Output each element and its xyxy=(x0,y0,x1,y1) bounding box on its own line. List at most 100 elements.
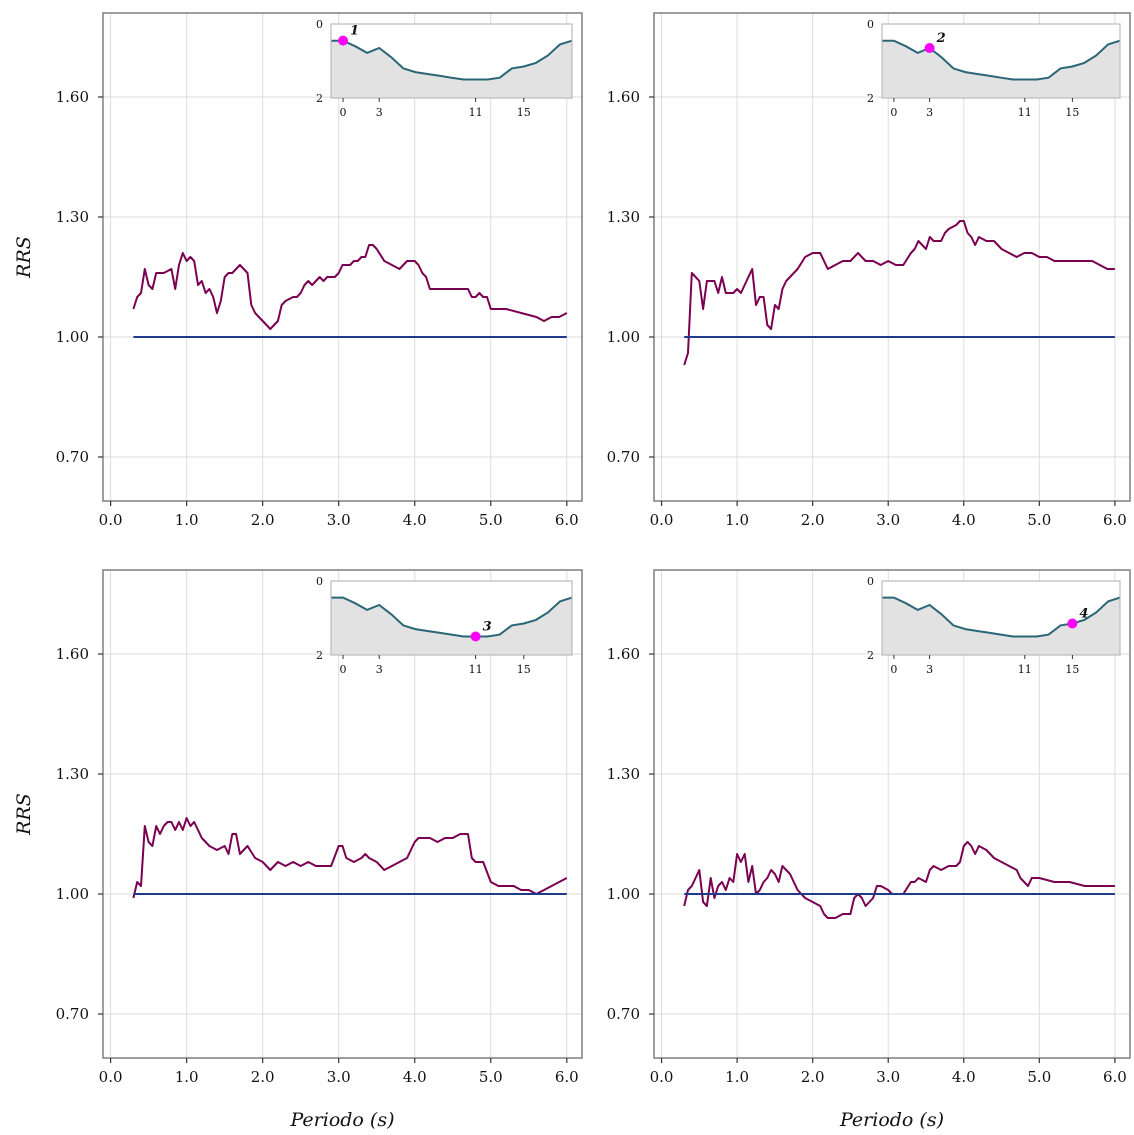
inset-profile: 0 3 11 15 0 2 1 xyxy=(316,18,573,119)
x-tick-label-5: 5.0 xyxy=(1027,1068,1051,1086)
station-marker-label: 2 xyxy=(936,31,946,46)
plot-frame xyxy=(653,12,1131,502)
inset-y-tick-label-1: 2 xyxy=(867,92,874,105)
inset-x-tick-label-1: 3 xyxy=(926,663,933,676)
inset-frame xyxy=(881,580,1121,656)
inset-profile-line xyxy=(331,39,573,81)
y-axis-label: RRS xyxy=(13,793,35,836)
inset-y-tick-label-0: 0 xyxy=(867,575,874,588)
inset-x-tick-label-0: 0 xyxy=(340,106,347,119)
inset-profile: 0 3 11 15 0 2 4 xyxy=(867,575,1121,676)
x-axis-label: Periodo (s) xyxy=(839,1109,944,1131)
inset-x-tick-label-0: 0 xyxy=(890,663,897,676)
station-marker xyxy=(338,35,349,46)
inset-x-tick-label-3: 15 xyxy=(1065,106,1079,119)
y-tick-label-2: 1.30 xyxy=(607,208,640,226)
inset-x-tick-label-1: 3 xyxy=(926,106,933,119)
station-marker xyxy=(924,43,935,54)
x-tick-label-0: 0.0 xyxy=(99,511,123,529)
station-marker-label: 3 xyxy=(483,620,492,635)
x-tick-label-4: 4.0 xyxy=(403,1068,427,1086)
inset-profile-line xyxy=(882,596,1121,638)
y-tick-label-2: 1.30 xyxy=(607,765,640,783)
x-tick-label-0: 0.0 xyxy=(650,511,674,529)
y-tick-label-0: 0.70 xyxy=(56,448,89,466)
plot-frame xyxy=(102,569,583,1059)
chart-panel-3: 0.0 1.0 2.0 3.0 4.0 5.0 6.0 0.70 1.00 1.30 1.60 RRS… xyxy=(13,569,583,1131)
x-tick-label-0: 0.0 xyxy=(650,1068,674,1086)
x-tick-label-5: 5.0 xyxy=(479,511,503,529)
x-tick-label-1: 1.0 xyxy=(725,511,749,529)
inset-profile: 0 3 11 15 0 2 2 xyxy=(867,18,1121,119)
inset-fill-area xyxy=(882,40,1120,98)
inset-y-tick-label-1: 2 xyxy=(867,649,874,662)
x-tick-label-4: 4.0 xyxy=(952,511,976,529)
plot-frame xyxy=(653,569,1131,1059)
station-marker-label: 4 xyxy=(1079,607,1088,622)
x-tick-label-2: 2.0 xyxy=(251,511,275,529)
x-tick-label-2: 2.0 xyxy=(801,1068,825,1086)
inset-x-tick-label-0: 0 xyxy=(890,106,897,119)
station-marker-label: 1 xyxy=(350,24,359,39)
y-tick-label-2: 1.30 xyxy=(56,208,89,226)
x-tick-label-6: 6.0 xyxy=(555,511,579,529)
chart-panel-2: 0.0 1.0 2.0 3.0 4.0 5.0 6.0 0.70 1.00 1.30 1.60 0 3 1… xyxy=(607,12,1131,529)
x-tick-label-0: 0.0 xyxy=(99,1068,123,1086)
x-tick-label-1: 1.0 xyxy=(175,1068,199,1086)
x-tick-label-6: 6.0 xyxy=(1103,1068,1127,1086)
inset-x-tick-label-2: 11 xyxy=(469,106,483,119)
x-tick-label-2: 2.0 xyxy=(801,511,825,529)
x-tick-label-3: 3.0 xyxy=(876,511,900,529)
inset-profile: 0 3 11 15 0 2 3 xyxy=(316,575,573,676)
inset-fill-area xyxy=(331,597,572,655)
inset-y-tick-label-0: 0 xyxy=(316,575,323,588)
inset-y-tick-label-0: 0 xyxy=(867,18,874,31)
inset-fill-area xyxy=(882,597,1120,655)
x-tick-label-3: 3.0 xyxy=(327,1068,351,1086)
x-tick-label-2: 2.0 xyxy=(251,1068,275,1086)
plot-frame xyxy=(102,12,583,502)
x-tick-label-6: 6.0 xyxy=(1103,511,1127,529)
y-tick-label-0: 0.70 xyxy=(607,448,640,466)
x-axis-label: Periodo (s) xyxy=(290,1109,395,1131)
y-tick-label-3: 1.60 xyxy=(56,645,89,663)
station-marker xyxy=(1067,618,1078,629)
y-tick-label-2: 1.30 xyxy=(56,765,89,783)
y-tick-label-3: 1.60 xyxy=(56,88,89,106)
inset-frame xyxy=(330,580,573,656)
inset-x-tick-label-0: 0 xyxy=(340,663,347,676)
y-tick-label-1: 1.00 xyxy=(56,328,89,346)
y-tick-label-1: 1.00 xyxy=(56,885,89,903)
inset-profile-line xyxy=(331,596,573,638)
inset-profile-line xyxy=(882,39,1121,81)
rrs-series-line xyxy=(683,841,1115,919)
x-tick-label-6: 6.0 xyxy=(555,1068,579,1086)
x-tick-label-1: 1.0 xyxy=(725,1068,749,1086)
inset-x-tick-label-1: 3 xyxy=(376,106,383,119)
rrs-series-line xyxy=(132,244,568,330)
inset-y-tick-label-0: 0 xyxy=(316,18,323,31)
inset-x-tick-label-2: 11 xyxy=(1018,106,1032,119)
x-tick-label-1: 1.0 xyxy=(175,511,199,529)
inset-y-tick-label-1: 2 xyxy=(316,649,323,662)
inset-x-tick-label-2: 11 xyxy=(469,663,483,676)
chart-panel-1: 0.0 1.0 2.0 3.0 4.0 5.0 6.0 0.70 1.00 1.30 1.60 RRS… xyxy=(13,12,583,529)
x-tick-label-5: 5.0 xyxy=(479,1068,503,1086)
inset-x-tick-label-1: 3 xyxy=(376,663,383,676)
y-tick-label-1: 1.00 xyxy=(607,885,640,903)
inset-y-tick-label-1: 2 xyxy=(316,92,323,105)
inset-x-tick-label-2: 11 xyxy=(1018,663,1032,676)
chart-panel-4: 0.0 1.0 2.0 3.0 4.0 5.0 6.0 0.70 1.00 1.30 1.60 Per… xyxy=(607,569,1131,1131)
inset-frame xyxy=(881,23,1121,99)
rrs-series-line xyxy=(683,220,1115,366)
y-tick-label-3: 1.60 xyxy=(607,645,640,663)
y-tick-label-3: 1.60 xyxy=(607,88,640,106)
inset-x-tick-label-3: 15 xyxy=(1065,663,1079,676)
x-tick-label-5: 5.0 xyxy=(1027,511,1051,529)
x-tick-label-3: 3.0 xyxy=(876,1068,900,1086)
y-tick-label-0: 0.70 xyxy=(56,1005,89,1023)
station-marker xyxy=(470,631,481,642)
inset-x-tick-label-3: 15 xyxy=(517,106,531,119)
y-tick-label-1: 1.00 xyxy=(607,328,640,346)
